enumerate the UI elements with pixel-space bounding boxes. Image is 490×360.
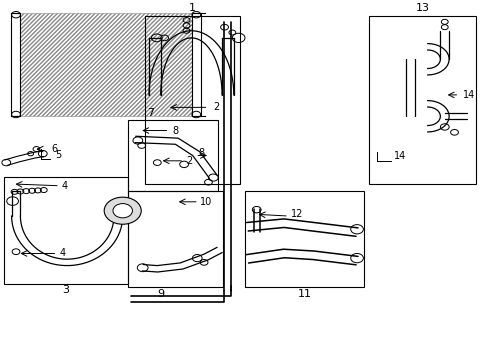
Text: 2: 2 — [213, 102, 220, 112]
Bar — [11, 13, 20, 116]
Text: 3: 3 — [62, 285, 70, 295]
Circle shape — [104, 197, 141, 224]
Text: 13: 13 — [416, 3, 430, 13]
Text: 2: 2 — [187, 156, 193, 166]
Text: 6: 6 — [51, 144, 57, 154]
Text: 10: 10 — [200, 197, 213, 207]
Text: 5: 5 — [55, 150, 61, 161]
Bar — [245, 191, 365, 287]
Bar — [128, 120, 218, 191]
Bar — [4, 177, 128, 284]
Bar — [16, 13, 196, 116]
Text: 11: 11 — [298, 289, 312, 299]
Text: 12: 12 — [291, 209, 304, 219]
Text: 9: 9 — [157, 289, 165, 299]
Text: 8: 8 — [199, 148, 205, 158]
Circle shape — [113, 204, 132, 218]
Text: 1: 1 — [189, 3, 196, 13]
Text: 14: 14 — [393, 151, 406, 161]
Text: 4: 4 — [61, 181, 68, 191]
Text: 7: 7 — [147, 108, 155, 118]
Bar — [369, 17, 476, 184]
Bar — [193, 13, 201, 116]
Text: 4: 4 — [60, 248, 66, 258]
Text: 14: 14 — [463, 90, 475, 100]
Text: 8: 8 — [172, 126, 178, 135]
Bar — [145, 17, 240, 184]
Bar — [128, 191, 223, 287]
